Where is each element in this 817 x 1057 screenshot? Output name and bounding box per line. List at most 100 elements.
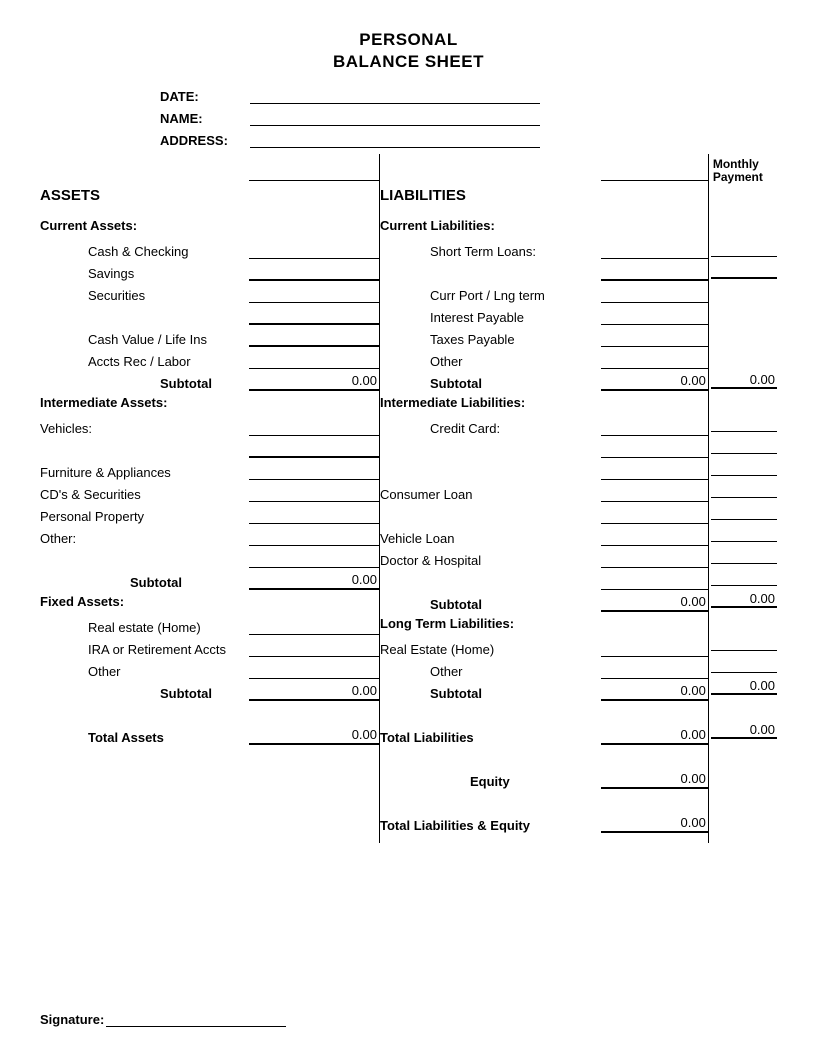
total-assets-label: Total Assets: [40, 730, 164, 745]
mp-field[interactable]: [711, 542, 777, 564]
equity-value: 0.00: [601, 771, 708, 789]
title-line-1: PERSONAL: [40, 30, 777, 50]
liabilities-heading: LIABILITIES: [380, 181, 708, 208]
asset-item: Securities: [40, 288, 145, 303]
mp-field[interactable]: [711, 498, 777, 520]
asset-item: Other: [40, 664, 121, 679]
amount-field[interactable]: [249, 301, 379, 303]
liab-item: Curr Port / Lng term: [380, 288, 545, 303]
assets-heading: ASSETS: [40, 181, 379, 208]
amount-field[interactable]: [601, 434, 708, 436]
liab-item: Taxes Payable: [380, 332, 515, 347]
mp-field[interactable]: [711, 257, 777, 279]
name-field[interactable]: [250, 110, 540, 126]
amount-field[interactable]: [601, 655, 708, 657]
amount-field[interactable]: [601, 323, 708, 325]
mp-field[interactable]: [711, 629, 777, 651]
liab-item: Real Estate (Home): [380, 642, 494, 657]
amount-field[interactable]: [601, 456, 708, 458]
balance-sheet-page: PERSONAL BALANCE SHEET DATE: NAME: ADDRE…: [0, 0, 817, 1057]
equity-label: Equity: [380, 774, 510, 789]
amount-field[interactable]: [249, 522, 379, 524]
amount-field[interactable]: [601, 544, 708, 546]
mp-field[interactable]: [711, 410, 777, 432]
total-liabilities-label: Total Liabilities: [380, 730, 474, 745]
liab-item: Interest Payable: [380, 310, 524, 325]
total-liabilities-value: 0.00: [601, 727, 708, 745]
subtotal-value: 0.00: [601, 594, 708, 612]
asset-item: IRA or Retirement Accts: [40, 642, 226, 657]
amount-field[interactable]: [249, 455, 379, 458]
name-label: NAME:: [160, 111, 250, 126]
date-label: DATE:: [160, 89, 250, 104]
asset-item: CD's & Securities: [40, 487, 141, 502]
mp-field[interactable]: [711, 476, 777, 498]
amount-field[interactable]: [249, 367, 379, 369]
subtotal-label: Subtotal: [380, 597, 482, 612]
mp-field[interactable]: [711, 564, 777, 586]
amount-field[interactable]: [601, 478, 708, 480]
current-liabilities-heading: Current Liabilities:: [380, 208, 708, 237]
amount-field[interactable]: [601, 257, 708, 259]
amount-field[interactable]: [601, 367, 708, 369]
main-columns: ASSETS Current Assets: Cash & Checking S…: [40, 154, 777, 843]
liab-item: Credit Card:: [380, 421, 500, 436]
amount-field[interactable]: [249, 322, 379, 325]
amount-field[interactable]: [601, 566, 708, 568]
amount-field[interactable]: [601, 278, 708, 281]
subtotal-value: 0.00: [601, 373, 708, 391]
mp-field[interactable]: [711, 520, 777, 542]
amount-field[interactable]: [601, 301, 708, 303]
amount-field[interactable]: [249, 544, 379, 546]
liab-item: Vehicle Loan: [380, 531, 454, 546]
amount-field[interactable]: [601, 677, 708, 679]
amount-field[interactable]: [249, 344, 379, 347]
asset-item: Furniture & Appliances: [40, 465, 171, 480]
amount-field[interactable]: [249, 500, 379, 502]
intermediate-liabilities-heading: Intermediate Liabilities:: [380, 391, 708, 414]
asset-item: Savings: [40, 266, 134, 281]
header-fields: DATE: NAME: ADDRESS:: [160, 88, 777, 148]
amount-field[interactable]: [601, 522, 708, 524]
amount-field[interactable]: [249, 655, 379, 657]
mp-subtotal: 0.00: [711, 673, 777, 695]
mp-field[interactable]: [711, 432, 777, 454]
liab-item: Short Term Loans:: [380, 244, 536, 259]
liab-item: Other: [380, 354, 463, 369]
monthly-payment-column: Monthly Payment 0.00 0.00 0.00: [708, 154, 777, 843]
vehicles-label: Vehicles:: [40, 421, 92, 436]
address-label: ADDRESS:: [160, 133, 250, 148]
signature-label: Signature:: [40, 1012, 104, 1027]
amount-field[interactable]: [601, 345, 708, 347]
total-assets-value: 0.00: [249, 727, 379, 745]
amount-field[interactable]: [601, 500, 708, 502]
subtotal-label: Subtotal: [40, 686, 212, 701]
date-field[interactable]: [250, 88, 540, 104]
liab-item: Other: [380, 664, 463, 679]
asset-item: Cash Value / Life Ins: [40, 332, 207, 347]
amount-field[interactable]: [249, 633, 379, 635]
subtotal-value: 0.00: [601, 683, 708, 701]
subtotal-value: 0.00: [249, 373, 379, 391]
fixed-assets-heading: Fixed Assets:: [40, 590, 379, 613]
amount-field[interactable]: [249, 257, 379, 259]
tle-label: Total Liabilities & Equity: [380, 818, 530, 833]
mp-field[interactable]: [711, 235, 777, 257]
mp-total: 0.00: [711, 717, 777, 739]
mp-field[interactable]: [711, 651, 777, 673]
amount-field[interactable]: [249, 478, 379, 480]
mp-subtotal: 0.00: [711, 586, 777, 608]
tle-value: 0.00: [601, 815, 708, 833]
longterm-liabilities-heading: Long Term Liabilities:: [380, 612, 708, 635]
signature-line[interactable]: [106, 1013, 286, 1027]
amount-field[interactable]: [249, 278, 379, 281]
subtotal-label: Subtotal: [380, 686, 482, 701]
subtotal-label: Subtotal: [40, 575, 182, 590]
address-field[interactable]: [250, 132, 540, 148]
amount-field[interactable]: [249, 566, 379, 568]
asset-item: Personal Property: [40, 509, 144, 524]
mp-field[interactable]: [711, 454, 777, 476]
amount-field[interactable]: [249, 677, 379, 679]
amount-field[interactable]: [601, 588, 708, 590]
amount-field[interactable]: [249, 434, 379, 436]
